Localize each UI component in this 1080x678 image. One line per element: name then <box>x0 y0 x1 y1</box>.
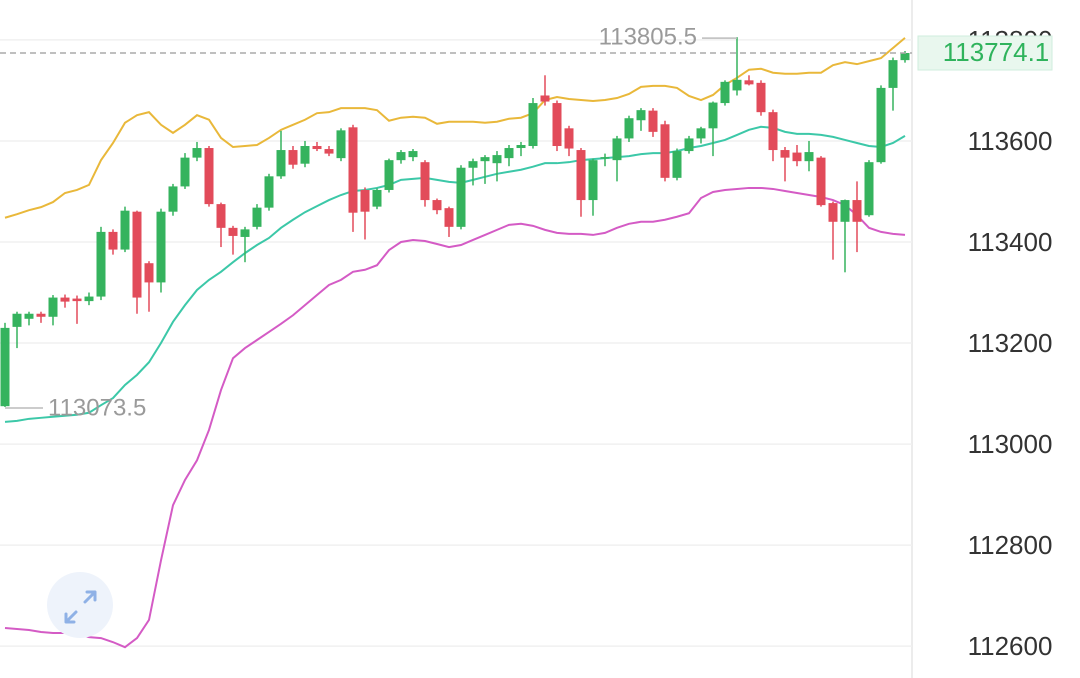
candle-body <box>24 313 34 319</box>
candle-body <box>372 189 382 207</box>
candle-body <box>96 231 106 297</box>
candle-body <box>780 150 790 158</box>
candle-body <box>636 110 646 121</box>
candle-body <box>168 186 178 212</box>
last-price-box <box>917 35 1053 71</box>
min-label: 113073.5 <box>48 394 146 421</box>
candle-body <box>648 110 658 132</box>
candle-body <box>708 102 718 129</box>
band-line <box>4 186 906 649</box>
candle-body <box>828 203 838 222</box>
annotations: 113805.5 113073.5 <box>0 23 912 421</box>
candle-body <box>120 210 130 250</box>
max-label: 113805.5 <box>599 23 697 50</box>
candle-body <box>528 103 538 147</box>
candle-body <box>468 161 478 168</box>
candle-body <box>420 162 430 201</box>
candle-body <box>0 327 10 407</box>
y-tick-label: 113000 <box>968 429 1053 459</box>
y-tick-label: 113200 <box>968 328 1053 358</box>
candle-body <box>876 87 886 163</box>
candle-body <box>816 157 826 206</box>
candle-body <box>456 167 466 227</box>
candle-body <box>408 151 418 158</box>
candle-body <box>360 189 370 212</box>
candle-body <box>588 160 598 201</box>
candle-body <box>480 157 490 162</box>
candle-body <box>144 263 154 283</box>
candle-body <box>672 151 682 178</box>
expand-button[interactable] <box>47 572 113 638</box>
candles <box>0 37 910 407</box>
expand-button-bg <box>47 572 113 638</box>
candle-body <box>276 150 286 177</box>
candle-body <box>240 229 250 237</box>
candle-body <box>720 81 730 104</box>
candle-body <box>792 152 802 162</box>
candle-body <box>552 103 562 147</box>
candle-body <box>612 138 622 161</box>
candle-body <box>384 160 394 190</box>
candle-body <box>564 128 574 149</box>
candle-body <box>288 150 298 165</box>
band-line <box>4 37 906 219</box>
candle-body <box>684 138 694 152</box>
candle-body <box>804 152 814 162</box>
candle-body <box>216 204 226 228</box>
y-tick-label: 112600 <box>968 631 1053 661</box>
candle-body <box>108 231 118 250</box>
candle-body <box>756 82 766 113</box>
candle-body <box>324 149 334 154</box>
candle-body <box>732 79 742 91</box>
candle-body <box>60 297 70 302</box>
candle-body <box>252 207 262 227</box>
candle-body <box>696 128 706 139</box>
candle-body <box>300 146 310 164</box>
candle-body <box>840 200 850 222</box>
grid <box>0 39 912 647</box>
candle-body <box>264 176 274 208</box>
candle-body <box>348 127 358 213</box>
y-tick-label: 113400 <box>968 227 1053 257</box>
candle-body <box>504 148 514 159</box>
bands <box>4 37 906 649</box>
candle-body <box>852 200 862 222</box>
candle-body <box>12 313 22 327</box>
candle-body <box>312 146 322 150</box>
candle-body <box>432 200 442 211</box>
candle-body <box>36 313 46 317</box>
candle-body <box>864 162 874 216</box>
candle-body <box>576 150 586 201</box>
last-price-label: 113774.1 <box>943 37 1050 67</box>
candle-body <box>336 130 346 159</box>
candle-body <box>84 296 94 302</box>
candle-body <box>72 298 82 302</box>
candle-body <box>516 144 526 149</box>
candle-body <box>228 227 238 236</box>
candle-body <box>600 157 610 159</box>
candle-body <box>540 95 550 102</box>
y-tick-label: 112800 <box>968 530 1053 560</box>
candle-body <box>396 152 406 161</box>
candle-body <box>48 297 58 317</box>
band-line <box>4 125 906 423</box>
candle-body <box>180 157 190 187</box>
candle-body <box>624 118 634 139</box>
candle-body <box>492 155 502 164</box>
candle-body <box>888 60 898 88</box>
expand-icon <box>64 590 97 624</box>
candle-body <box>204 148 214 205</box>
candle-body <box>660 124 670 178</box>
candle-body <box>768 112 778 151</box>
candle-body <box>444 208 454 227</box>
candle-body <box>192 148 202 158</box>
candle-body <box>744 80 754 85</box>
candle-body <box>156 211 166 283</box>
y-axis: 1126001128001130001132001134001136001138… <box>917 25 1053 661</box>
y-tick-label: 113600 <box>968 126 1053 156</box>
candle-body <box>900 52 910 61</box>
candle-body <box>132 211 142 298</box>
